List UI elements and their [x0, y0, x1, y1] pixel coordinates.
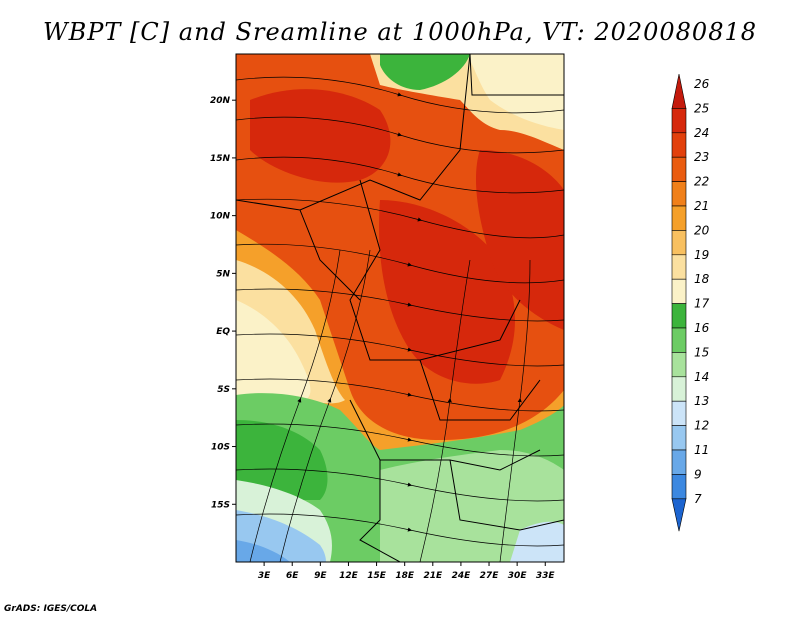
map-frame [235, 53, 565, 563]
lat-tick-label: 5S [217, 385, 230, 395]
colorbar-label: 9 [694, 467, 702, 481]
colorbar-swatch [671, 327, 687, 353]
colorbar-swatch [671, 425, 687, 451]
colorbar-label: 15 [694, 345, 709, 359]
colorbar-swatch [671, 474, 687, 500]
lon-tick-label: 33E [536, 571, 556, 581]
longitude-ticks: 3E 6E 9E 12E 15E 18E 21E 24E 27E 30E 33E [258, 562, 556, 581]
lat-tick-label: 15N [210, 154, 231, 164]
wbpt-field [236, 54, 564, 562]
colorbar-label: 26 [694, 77, 710, 91]
colorbar-swatch [671, 73, 687, 109]
lon-tick-label: 24E [452, 571, 472, 581]
colorbar-label: 22 [694, 175, 709, 189]
map-title: WBPT [C] and Sreamline at 1000hPa, VT: 2… [42, 18, 758, 46]
lon-tick-label: 18E [395, 571, 415, 581]
colorbar: 26 25 24 23 22 21 20 19 18 17 16 15 14 13 12 11 9 7 [671, 73, 710, 532]
colorbar-swatch [671, 156, 687, 182]
colorbar-label: 19 [694, 248, 709, 262]
lon-tick-label: 3E [258, 571, 271, 581]
colorbar-swatch [671, 376, 687, 402]
colorbar-label: 17 [694, 297, 710, 311]
colorbar-label: 12 [694, 419, 709, 433]
lon-tick-label: 9E [314, 571, 327, 581]
colorbar-label: 11 [694, 443, 709, 457]
lon-tick-label: 15E [367, 571, 387, 581]
colorbar-swatch [671, 498, 687, 532]
colorbar-label: 7 [694, 492, 702, 506]
colorbar-label: 23 [694, 150, 709, 164]
colorbar-swatch [671, 352, 687, 378]
colorbar-label: 14 [694, 370, 709, 384]
colorbar-label: 20 [694, 223, 710, 237]
colorbar-swatch [671, 108, 687, 134]
colorbar-label: 24 [694, 126, 709, 140]
colorbar-label: 25 [694, 101, 709, 115]
lat-tick-label: 20N [210, 96, 231, 106]
lon-tick-label: 27E [480, 571, 500, 581]
colorbar-swatch [671, 449, 687, 475]
colorbar-swatch [671, 132, 687, 158]
colorbar-label: 13 [694, 394, 709, 408]
lat-tick-label: 10N [210, 212, 231, 222]
lon-tick-label: 12E [339, 571, 359, 581]
lon-tick-label: 21E [423, 571, 443, 581]
lat-tick-label: 5N [216, 269, 230, 279]
lat-tick-label: EQ [216, 327, 230, 337]
colorbar-swatch [671, 278, 687, 304]
lat-tick-label: 10S [211, 443, 230, 453]
lat-tick-label: 15S [211, 500, 230, 510]
colorbar-swatch [671, 303, 687, 329]
colorbar-swatch [671, 205, 687, 231]
colorbar-swatch [671, 400, 687, 426]
colorbar-swatch [671, 254, 687, 280]
latitude-ticks: 20N 15N 10N 5N EQ 5S 10S 15S [210, 96, 236, 510]
colorbar-swatch [671, 230, 687, 256]
colorbar-swatch [671, 181, 687, 207]
lon-tick-label: 6E [286, 571, 299, 581]
colorbar-label: 16 [694, 321, 710, 335]
colorbar-label: 18 [694, 272, 710, 286]
colorbar-label: 21 [694, 199, 709, 213]
lon-tick-label: 30E [508, 571, 528, 581]
grads-credit: GrADS: IGES/COLA [4, 604, 98, 614]
